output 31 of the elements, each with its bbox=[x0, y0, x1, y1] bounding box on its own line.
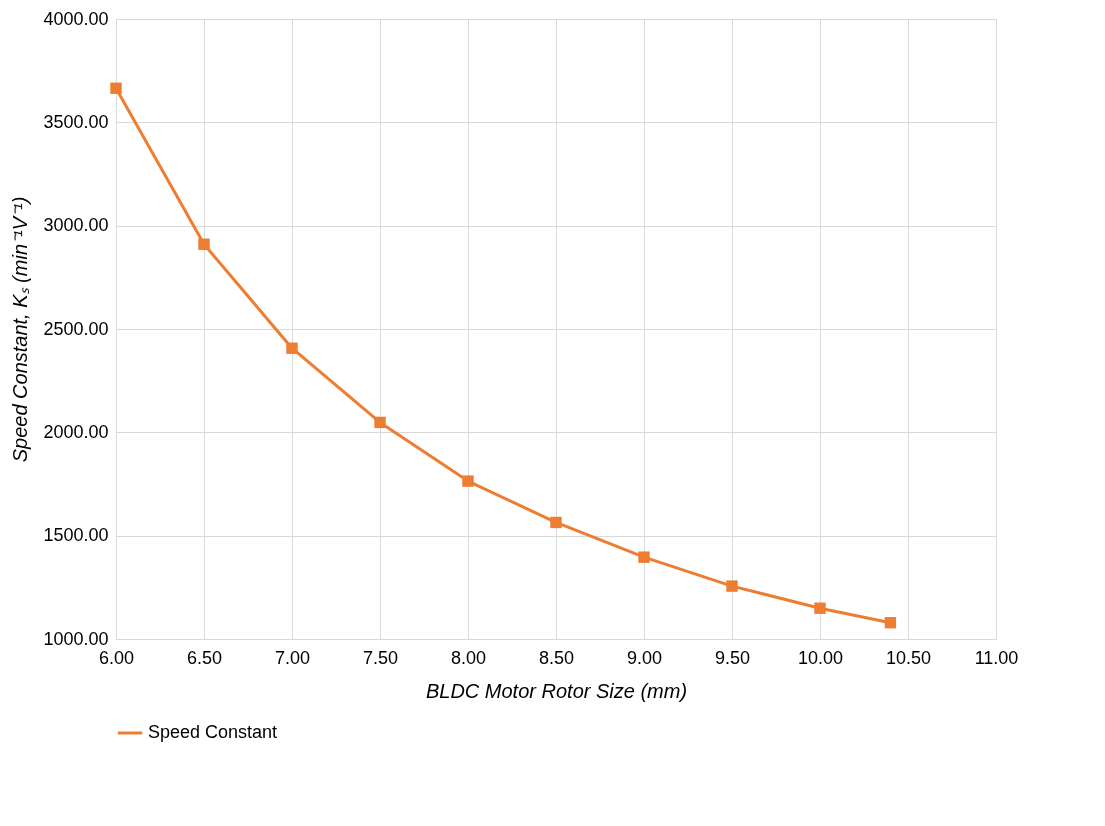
y-tick-label: 2000.00 bbox=[43, 421, 109, 442]
x-tick-label: 10.50 bbox=[885, 647, 932, 668]
y-tick-label: 3000.00 bbox=[43, 215, 109, 236]
y-tick-label: 4000.00 bbox=[43, 8, 109, 29]
y-tick-label: 3500.00 bbox=[43, 111, 109, 132]
x-tick-label: 9.00 bbox=[626, 647, 663, 668]
point bbox=[374, 416, 386, 429]
x-tick-label: 7.00 bbox=[274, 647, 311, 668]
legend-label: Speed Constant bbox=[148, 722, 278, 742]
x-tick-label: 11.00 bbox=[974, 647, 1019, 668]
point bbox=[638, 551, 650, 563]
y-tick-label: 2500.00 bbox=[43, 318, 109, 339]
x-tick-label: 7.50 bbox=[362, 647, 399, 668]
y-tick-label: 1000.00 bbox=[43, 628, 109, 649]
point bbox=[884, 616, 897, 629]
point bbox=[286, 342, 298, 354]
point bbox=[550, 516, 562, 529]
point bbox=[462, 475, 474, 487]
point bbox=[198, 238, 210, 250]
x-tick-label: 6.50 bbox=[186, 647, 223, 668]
x-tick-label: 6.00 bbox=[98, 647, 135, 668]
y-tick-label: 1500.00 bbox=[43, 525, 109, 546]
point bbox=[814, 602, 826, 614]
x-tick-label: 8.50 bbox=[538, 647, 575, 668]
x-tick-label: 10.00 bbox=[797, 647, 844, 668]
x-axis-title: BLDC Motor Rotor Size (mm) bbox=[425, 679, 688, 702]
x-tick-label: 9.50 bbox=[714, 647, 751, 668]
point bbox=[726, 580, 738, 592]
x-tick-label: 8.00 bbox=[450, 647, 487, 668]
point bbox=[110, 82, 122, 94]
y-axis-title: Speed Constant, Kₛ (min⁻¹V⁻¹) bbox=[9, 196, 32, 463]
